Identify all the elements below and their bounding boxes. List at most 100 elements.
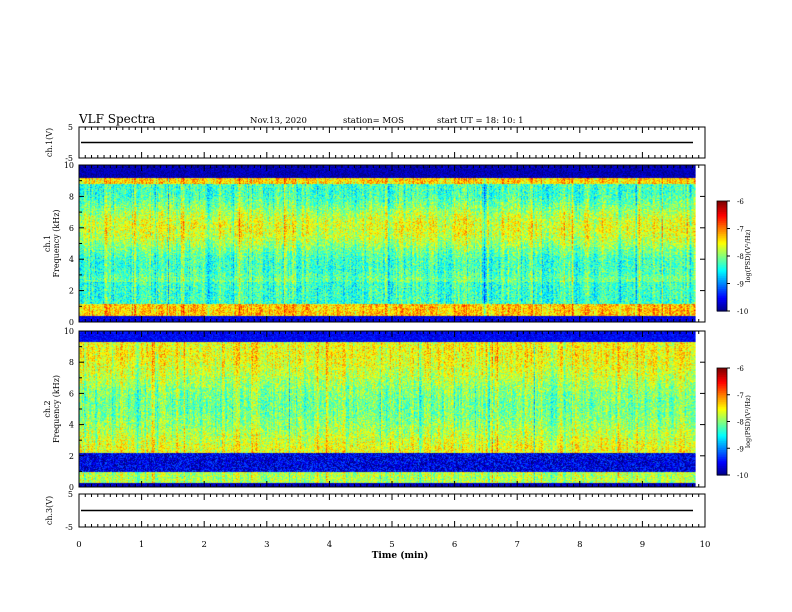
colorbar-segment <box>717 460 727 464</box>
y-tick-label: 6 <box>69 389 74 398</box>
colorbar-segment <box>717 274 727 277</box>
colorbar-segment <box>717 396 727 399</box>
colorbar-segment <box>717 403 727 407</box>
colorbar-segment <box>717 268 727 272</box>
y-tick-label: 5 <box>68 490 73 499</box>
colorbar-segment <box>717 202 727 206</box>
colorbar-segment <box>717 272 727 275</box>
x-tick-label: 2 <box>201 540 206 550</box>
y-tick-label: 8 <box>69 192 74 201</box>
colorbar-segment <box>717 471 727 474</box>
figure-title: VLF Spectra <box>78 112 155 126</box>
colorbar-segment <box>717 380 727 383</box>
colorbar-segment <box>717 435 727 439</box>
colorbar-segment <box>717 250 727 253</box>
colorbar-segment <box>717 433 727 437</box>
colorbar-segment <box>717 378 727 382</box>
colorbar-segment <box>717 303 727 307</box>
y-tick-label: -5 <box>65 154 73 163</box>
colorbar-segment <box>717 300 727 303</box>
colorbar-segment <box>717 382 727 385</box>
y-tick-label: 8 <box>69 358 74 367</box>
colorbar-tick-label: -8 <box>737 253 744 261</box>
colorbar-segment <box>717 267 727 270</box>
colorbar-segment <box>717 464 727 467</box>
colorbar-segment <box>717 263 727 266</box>
colorbar-segment <box>717 212 727 215</box>
colorbar-segment <box>717 394 727 398</box>
colorbar-segment <box>717 287 727 290</box>
colorbar-segment <box>717 412 727 415</box>
colorbar-segment <box>717 385 727 389</box>
colorbar-segment <box>717 285 727 288</box>
x-axis-label: Time (min) <box>372 550 429 561</box>
colorbar-tick-label: -10 <box>737 472 748 480</box>
colorbar-segment <box>717 391 727 394</box>
colorbar-segment <box>717 239 727 242</box>
y-tick-label: 6 <box>69 224 74 233</box>
y-tick-label: 0 <box>69 483 74 492</box>
colorbar-segment <box>717 210 727 213</box>
colorbar-segment <box>717 265 727 268</box>
channel-label: ch.1 <box>43 235 52 252</box>
colorbar-segment <box>717 469 727 473</box>
colorbar-tick-label: -9 <box>737 445 744 453</box>
colorbar-segment <box>717 246 727 250</box>
colorbar-segment <box>717 458 727 462</box>
colorbar-segment <box>717 441 727 444</box>
colorbar-segment <box>717 230 727 233</box>
colorbar-segment <box>717 243 727 246</box>
colorbar-segment <box>717 432 727 435</box>
colorbar-segment <box>717 448 727 451</box>
colorbar-segment <box>717 309 727 312</box>
colorbar-segment <box>717 375 727 378</box>
colorbar-label: log(PSD)(V²/Hz) <box>744 395 752 448</box>
date-label: Nov.13, 2020 <box>250 116 307 126</box>
colorbar-segment <box>717 261 727 264</box>
y-tick-label: 5 <box>68 123 73 132</box>
colorbar-segment <box>717 450 727 453</box>
x-tick-label: 6 <box>452 540 457 550</box>
colorbar-segment <box>717 283 727 286</box>
colorbar-segment <box>717 301 727 305</box>
colorbar-segment <box>717 426 727 430</box>
x-tick-label: 1 <box>139 540 144 550</box>
colorbar-segment <box>717 466 727 469</box>
ch1-colorbar: -6 -7 -8 -9 -10 log(PSD)(V²/Hz) <box>716 198 752 316</box>
colorbar-segment <box>717 405 727 408</box>
colorbar-segment <box>717 416 727 419</box>
colorbar-segment <box>717 206 727 209</box>
y-axis-label: ch.3(V) <box>45 496 54 525</box>
colorbar-segment <box>717 294 727 297</box>
colorbar-segment <box>717 401 727 405</box>
colorbar-segment <box>717 462 727 465</box>
colorbar-segment <box>717 428 727 432</box>
start-time-label: start UT = 18: 10: 1 <box>437 116 524 126</box>
colorbar-segment <box>717 384 727 387</box>
colorbar-segment <box>717 281 727 285</box>
ch3-waveform-panel: 5 -5 ch.3(V) <box>45 490 706 532</box>
colorbar-segment <box>717 467 727 471</box>
colorbar-segment <box>717 237 727 241</box>
y-tick-label: 2 <box>69 287 74 296</box>
colorbar-segment <box>717 201 727 204</box>
x-tick-label: 5 <box>389 540 394 550</box>
colorbar-segment <box>717 248 727 252</box>
colorbar-tick-label: -7 <box>737 392 744 400</box>
colorbar-segment <box>717 219 727 222</box>
colorbar-segment <box>717 398 727 401</box>
x-tick-label: 0 <box>76 540 81 550</box>
colorbar-segment <box>717 307 727 310</box>
colorbar-tick-label: -10 <box>737 308 748 316</box>
spectrogram-image <box>79 331 696 487</box>
colorbar-tick-label: -7 <box>737 226 744 234</box>
colorbar-segment <box>717 453 727 456</box>
colorbar-segment <box>717 376 727 380</box>
colorbar-segment <box>717 425 727 428</box>
colorbar-segment <box>717 232 727 235</box>
colorbar-segment <box>717 368 727 371</box>
colorbar-label: log(PSD)(V²/Hz) <box>744 229 752 282</box>
x-tick-label: 4 <box>327 540 332 550</box>
colorbar-segment <box>717 241 727 244</box>
